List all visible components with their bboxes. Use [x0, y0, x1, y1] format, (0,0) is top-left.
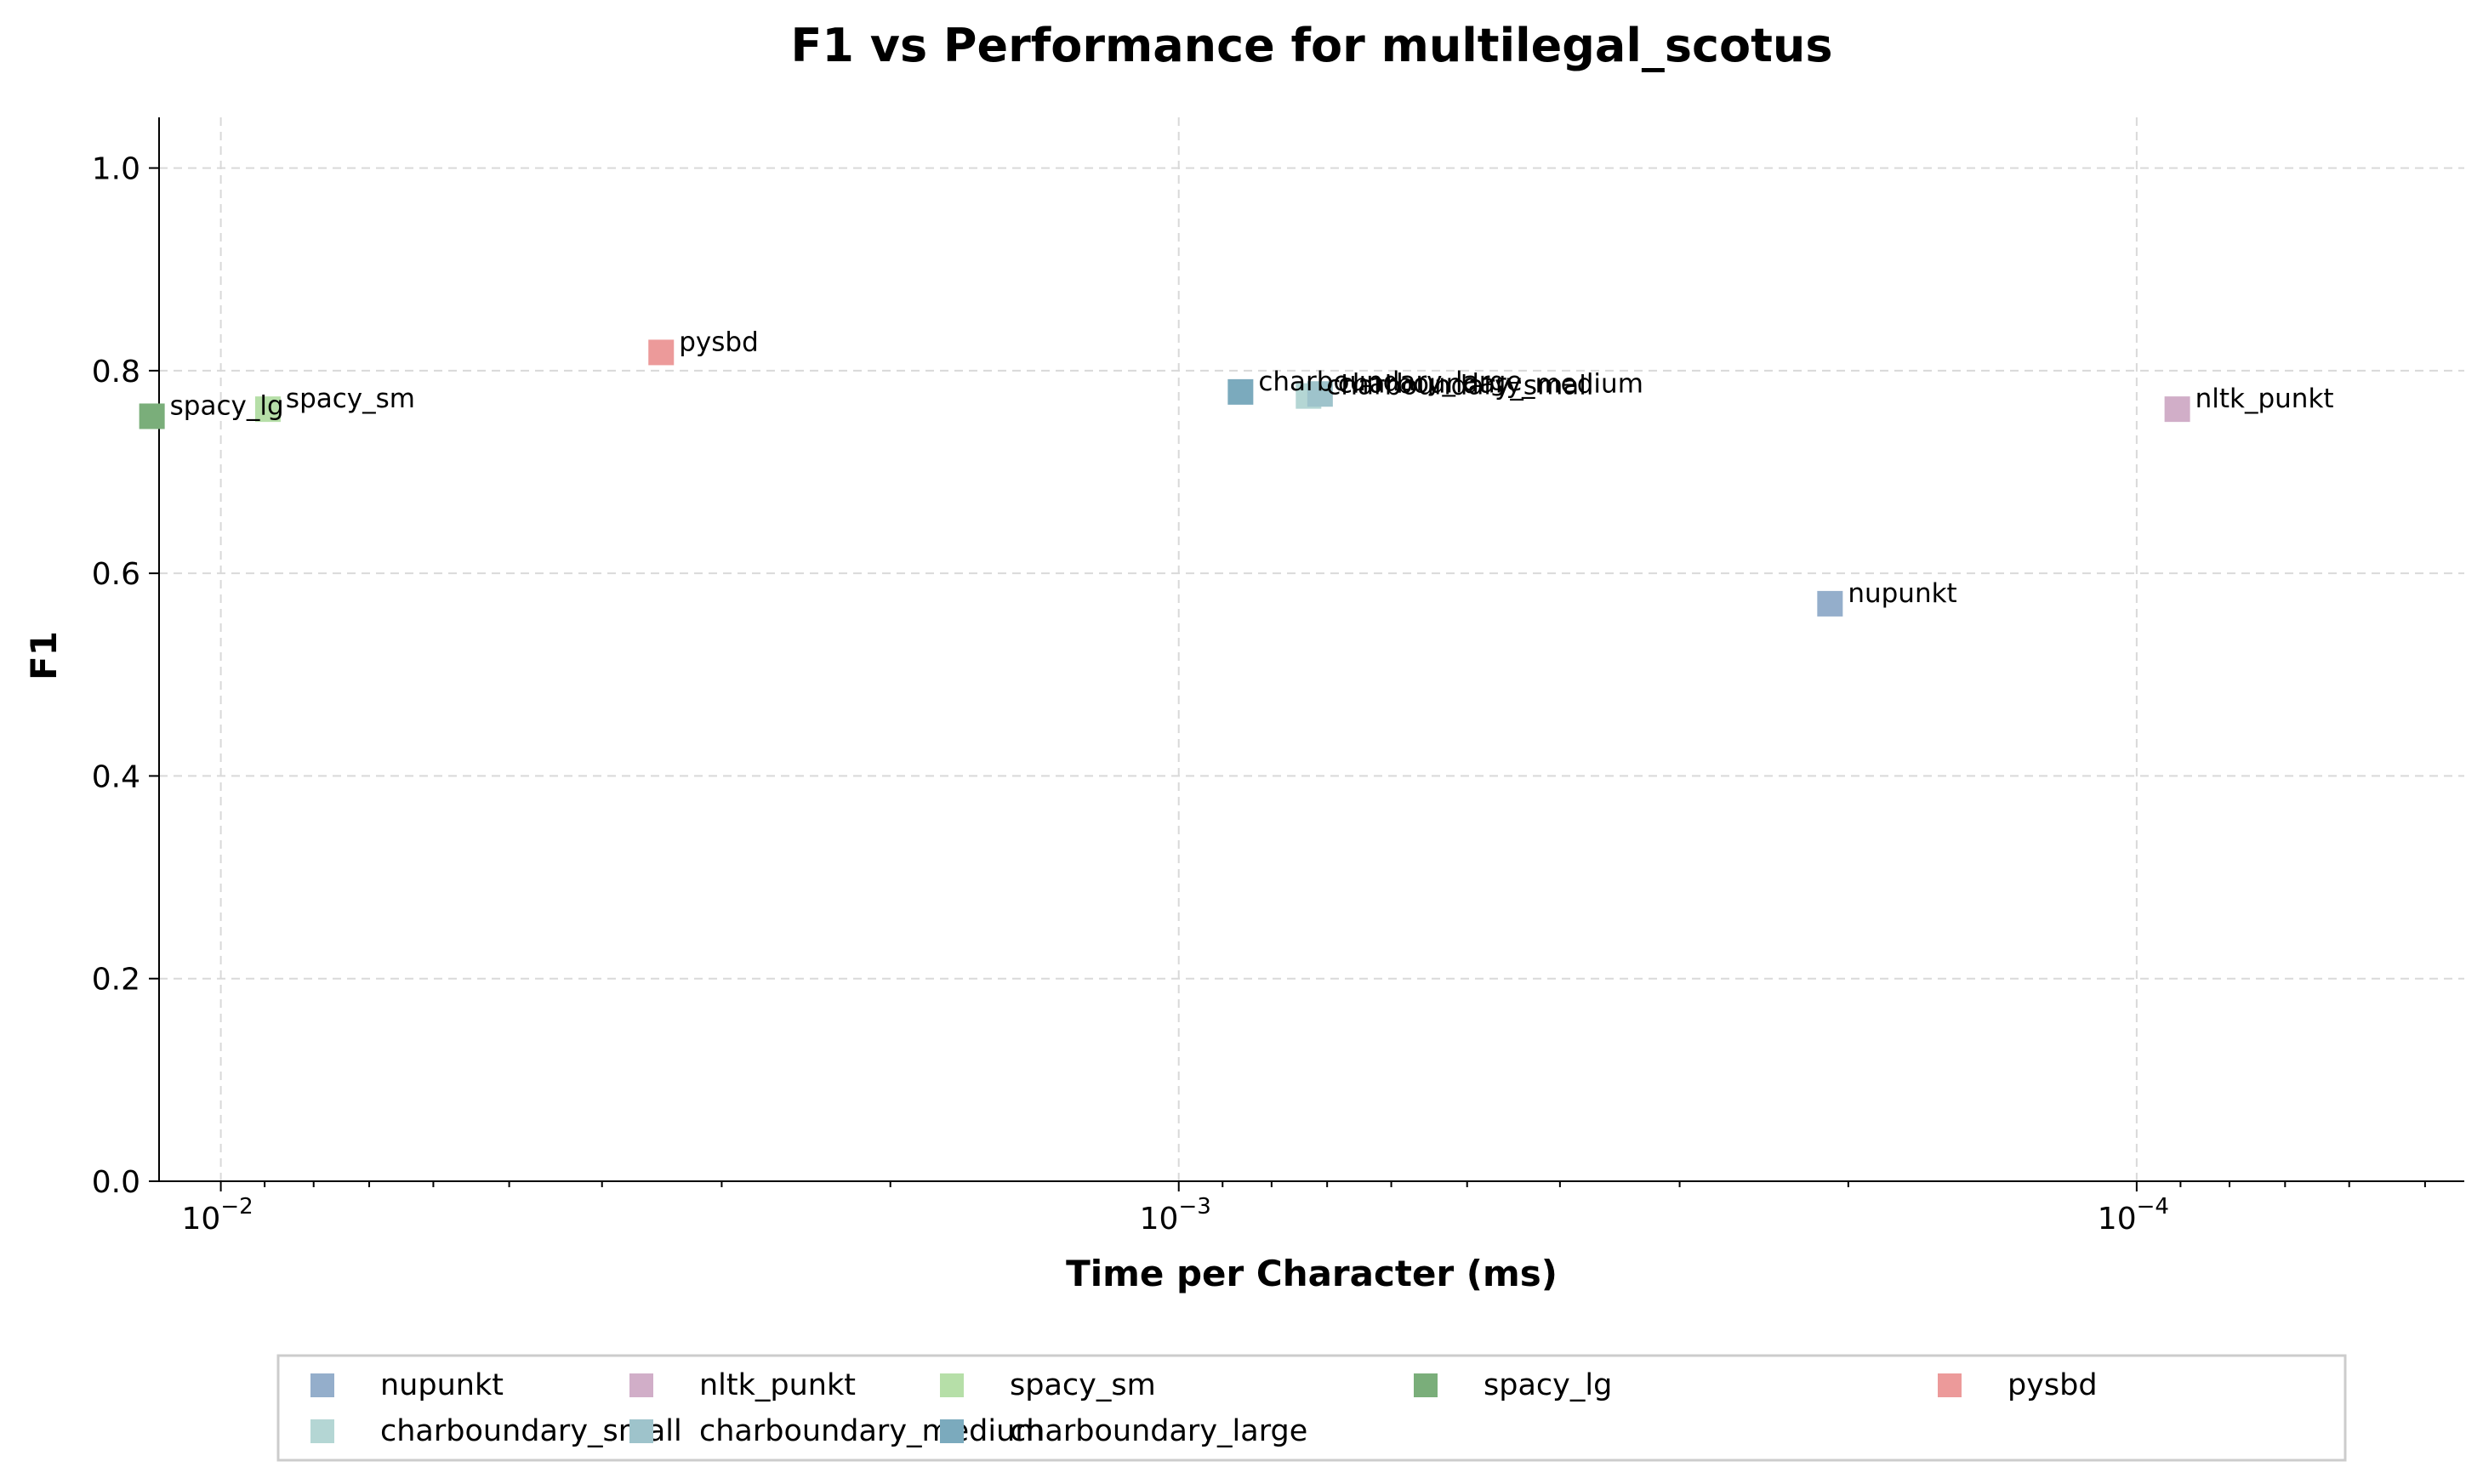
point-label-charboundary_small: charboundary_small	[1326, 371, 1593, 401]
y-tick-label: 1.0	[92, 152, 140, 187]
point-label-nupunkt: nupunkt	[1848, 578, 1956, 609]
legend-label-spacy_lg: spacy_lg	[1484, 1368, 1612, 1402]
legend-label-charboundary_large: charboundary_large	[1010, 1414, 1307, 1448]
grid-lines	[159, 117, 2464, 1182]
legend-label-pysbd: pysbd	[2007, 1368, 2098, 1402]
y-tick-label: 0.0	[92, 1165, 140, 1200]
data-point-charboundary_large	[1227, 378, 1254, 405]
point-label-charboundary_large: charboundary_large	[1258, 367, 1522, 397]
legend-items: nupunkt nltk_punkt spacy_sm spacy_lg pysbd ch…	[310, 1368, 2098, 1448]
data-point-nupunkt	[1817, 590, 1843, 617]
legend-label-nupunkt: nupunkt	[380, 1368, 504, 1402]
x-tick-label: 10−3	[1140, 1194, 1211, 1237]
legend-box	[276, 1354, 2347, 1462]
legend-marker-charboundary_small	[310, 1419, 334, 1443]
data-point-nltk_punkt	[2164, 396, 2190, 423]
legend-marker-pysbd	[1938, 1373, 1962, 1397]
legend-marker-nltk_punkt	[629, 1373, 653, 1397]
point-label-spacy_sm: spacy_sm	[286, 384, 415, 414]
point-label-spacy_lg: spacy_lg	[170, 390, 284, 421]
data-points	[139, 339, 2190, 617]
x-axis-label: Time per Character (ms)	[1066, 1253, 1558, 1294]
data-point-spacy_lg	[139, 403, 165, 429]
legend-marker-nupunkt	[310, 1373, 334, 1397]
legend-marker-charboundary_large	[940, 1419, 964, 1443]
y-tick-label: 0.4	[92, 759, 140, 794]
x-tick-label: 10−4	[2098, 1194, 2169, 1237]
point-label-nltk_punkt: nltk_punkt	[2195, 384, 2334, 414]
y-tick-label: 0.6	[92, 557, 140, 592]
chart-title: F1 vs Performance for multilegal_scotus	[791, 19, 1833, 72]
legend-label-spacy_sm: spacy_sm	[1010, 1368, 1156, 1402]
y-axis-label: F1	[23, 631, 65, 680]
data-point-pysbd	[648, 339, 675, 366]
data-point-spacy_sm	[254, 396, 281, 423]
y-tick-label: 0.8	[92, 355, 140, 389]
legend-marker-charboundary_medium	[629, 1419, 653, 1443]
legend-label-nltk_punkt: nltk_punkt	[699, 1368, 856, 1402]
data-point-charboundary_medium	[1307, 381, 1333, 407]
y-tick-label: 0.2	[92, 963, 140, 998]
legend-marker-spacy_sm	[940, 1373, 964, 1397]
point-label-charboundary_medium: charboundary_medium	[1338, 368, 1643, 399]
legend-marker-spacy_lg	[1414, 1373, 1438, 1397]
legend: nupunkt nltk_punkt spacy_sm spacy_lg pysbd ch…	[276, 1354, 2347, 1462]
x-tick-label: 10−2	[182, 1194, 253, 1237]
axes: 0.0 0.2 0.4 0.6 0.8 1.0 10−2 10−3 10−4	[92, 117, 2464, 1237]
legend-label-charboundary_medium: charboundary_medium	[699, 1414, 1044, 1448]
point-label-pysbd: pysbd	[679, 327, 759, 357]
